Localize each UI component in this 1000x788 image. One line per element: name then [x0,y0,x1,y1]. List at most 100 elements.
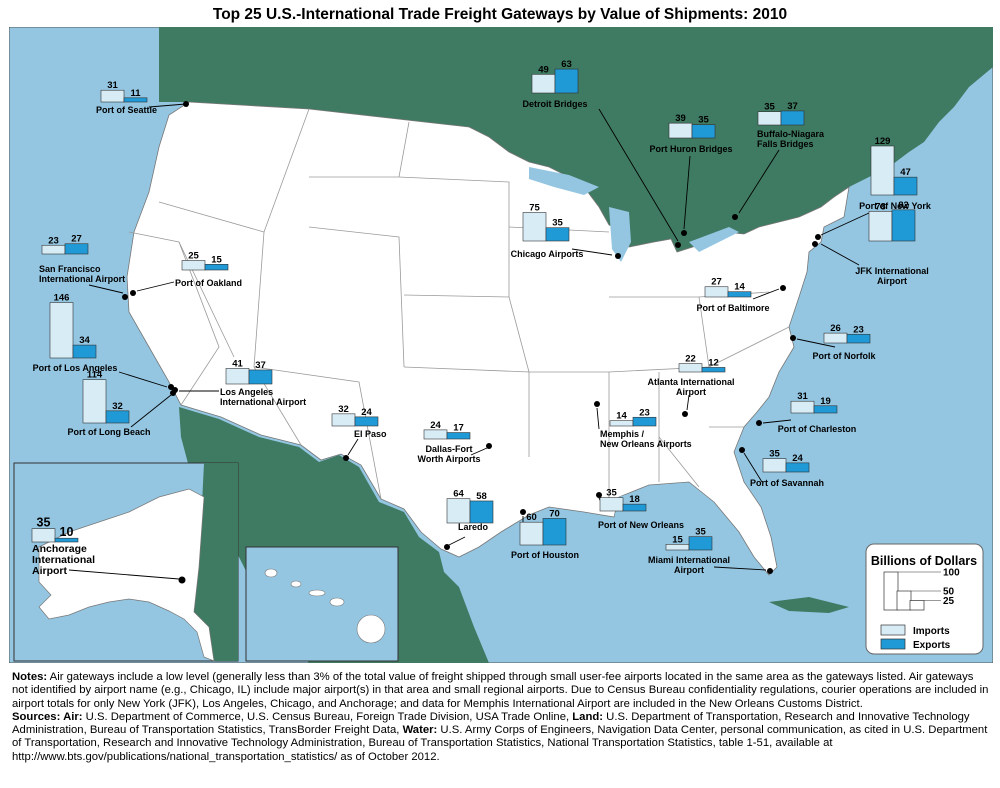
leader-line [470,447,488,456]
exports-bar [469,500,494,524]
imports-bar [868,211,893,242]
imports-value: 39 [675,113,686,124]
leader-line [88,284,124,294]
hawaii-islands [264,568,386,644]
exports-value: 37 [787,101,798,112]
gateway-port-of-seattle: 31 11 Port of Seattle [96,80,189,115]
exports-value: 70 [549,508,560,519]
legend-exports-swatch [880,638,906,650]
imports-value: 15 [672,534,683,545]
imports-value: 22 [685,354,696,365]
imports-value: 114 [87,370,103,381]
gateway-dot [732,214,738,220]
gateway-dot [615,253,621,259]
exports-bar [622,503,647,512]
gateway-label: JFK International Airport [855,266,929,286]
gateway-dot [594,401,600,407]
exports-value: 37 [255,360,266,371]
exports-bar [123,97,148,103]
gateway-port-of-oakland: 25 15 Port of Oakland [130,251,242,296]
exports-bar [354,416,379,427]
exports-bar [554,68,579,94]
gateway-dot [486,443,492,449]
gateway-label: Port of Savannah [750,478,824,488]
gateway-label: Port of New Orleans [598,520,684,530]
exports-bar [893,176,918,196]
notes-paragraph: Notes: Air gateways include a low level … [12,671,990,711]
imports-value: 26 [830,323,841,334]
imports-bar [870,145,895,196]
legend-scale-label: 50 [943,587,955,598]
imports-value: 75 [529,203,540,214]
imports-bar [49,302,74,359]
imports-value: 14 [616,411,627,422]
notes-label: Notes: [12,671,48,683]
leader-line [571,248,613,256]
air-text: U.S. Department of Commerce, U.S. Census… [82,710,573,723]
exports-value: 17 [453,423,464,434]
imports-bar [522,212,547,242]
exports-bar [632,416,657,427]
imports-value: 49 [538,64,549,75]
leader-line [796,338,836,348]
imports-value: 78 [875,201,886,212]
exports-bar [701,367,726,373]
gateway-dot [122,294,128,300]
gateway-label: Port of Charleston [778,424,857,434]
gateway-dot [343,455,349,461]
gateway-port-of-baltimore: 27 14 Port of Baltimore [696,277,786,313]
leader-line [598,108,679,242]
notes-section: Notes: Air gateways include a low level … [12,671,990,764]
gateway-label: Port of Norfolk [813,351,877,361]
gateway-label: Miami International Airport [648,555,730,575]
gateway-dot [596,492,602,498]
gateway-label: Memphis / New Orleans Airports [600,429,692,449]
gateway-el-paso: 32 24 El Paso [331,404,387,461]
imports-value: 35 [606,488,617,499]
exports-value: 32 [112,401,123,412]
leader-line [683,155,691,230]
gateway-dot [183,101,189,107]
air-label: Air: [60,710,83,723]
gateway-port-of-new-orleans: 35 18 Port of New Orleans [596,488,684,530]
gateway-label: Anchorage International Airport [32,543,95,577]
gateway-label: Port of New York [859,201,932,211]
gateway-label: Laredo [458,522,489,532]
imports-value: 60 [526,512,537,523]
exports-bar [891,209,916,242]
exports-value: 35 [552,218,563,229]
exports-bar [846,333,871,344]
exports-bar [54,537,79,543]
leader-line [130,394,172,428]
cuba-land [769,597,849,613]
imports-bar [100,89,125,103]
gateway-los-angeles-international-airport: 41 37 Los Angeles International Airport [172,358,306,407]
exports-value: 27 [71,234,82,245]
legend-scale-bar [896,590,912,611]
imports-bar [181,260,206,271]
legend-scale-label: 100 [943,568,960,579]
leader-line [820,212,870,236]
land-label: Land: [572,710,604,723]
exports-value: 63 [561,59,572,70]
canada-land [159,27,993,252]
gateway-dot [790,335,796,341]
imports-bar [519,521,544,546]
gateway-label: Dallas-Fort Worth Airports [418,444,481,464]
gateway-laredo: 64 58 Laredo [444,489,494,550]
sources-paragraph: Sources: Air: U.S. Department of Commerc… [12,711,990,764]
exports-bar [248,369,273,385]
gateway-dot [675,242,681,248]
hawaii-inset-frame [245,546,399,662]
imports-value: 31 [107,80,118,91]
gateway-port-of-los-angeles: 146 34 Port of Los Angeles [33,293,174,390]
gateway-detroit-bridges: 49 63 Detroit Bridges [522,59,681,248]
gateway-dot [681,230,687,236]
exports-bar [64,243,89,255]
water-label: Water: [402,724,438,737]
notes-text: Air gateways include a low level (genera… [12,671,989,710]
exports-value: 12 [708,357,719,368]
gateway-port-of-savannah: 35 24 Port of Savannah [739,447,824,488]
